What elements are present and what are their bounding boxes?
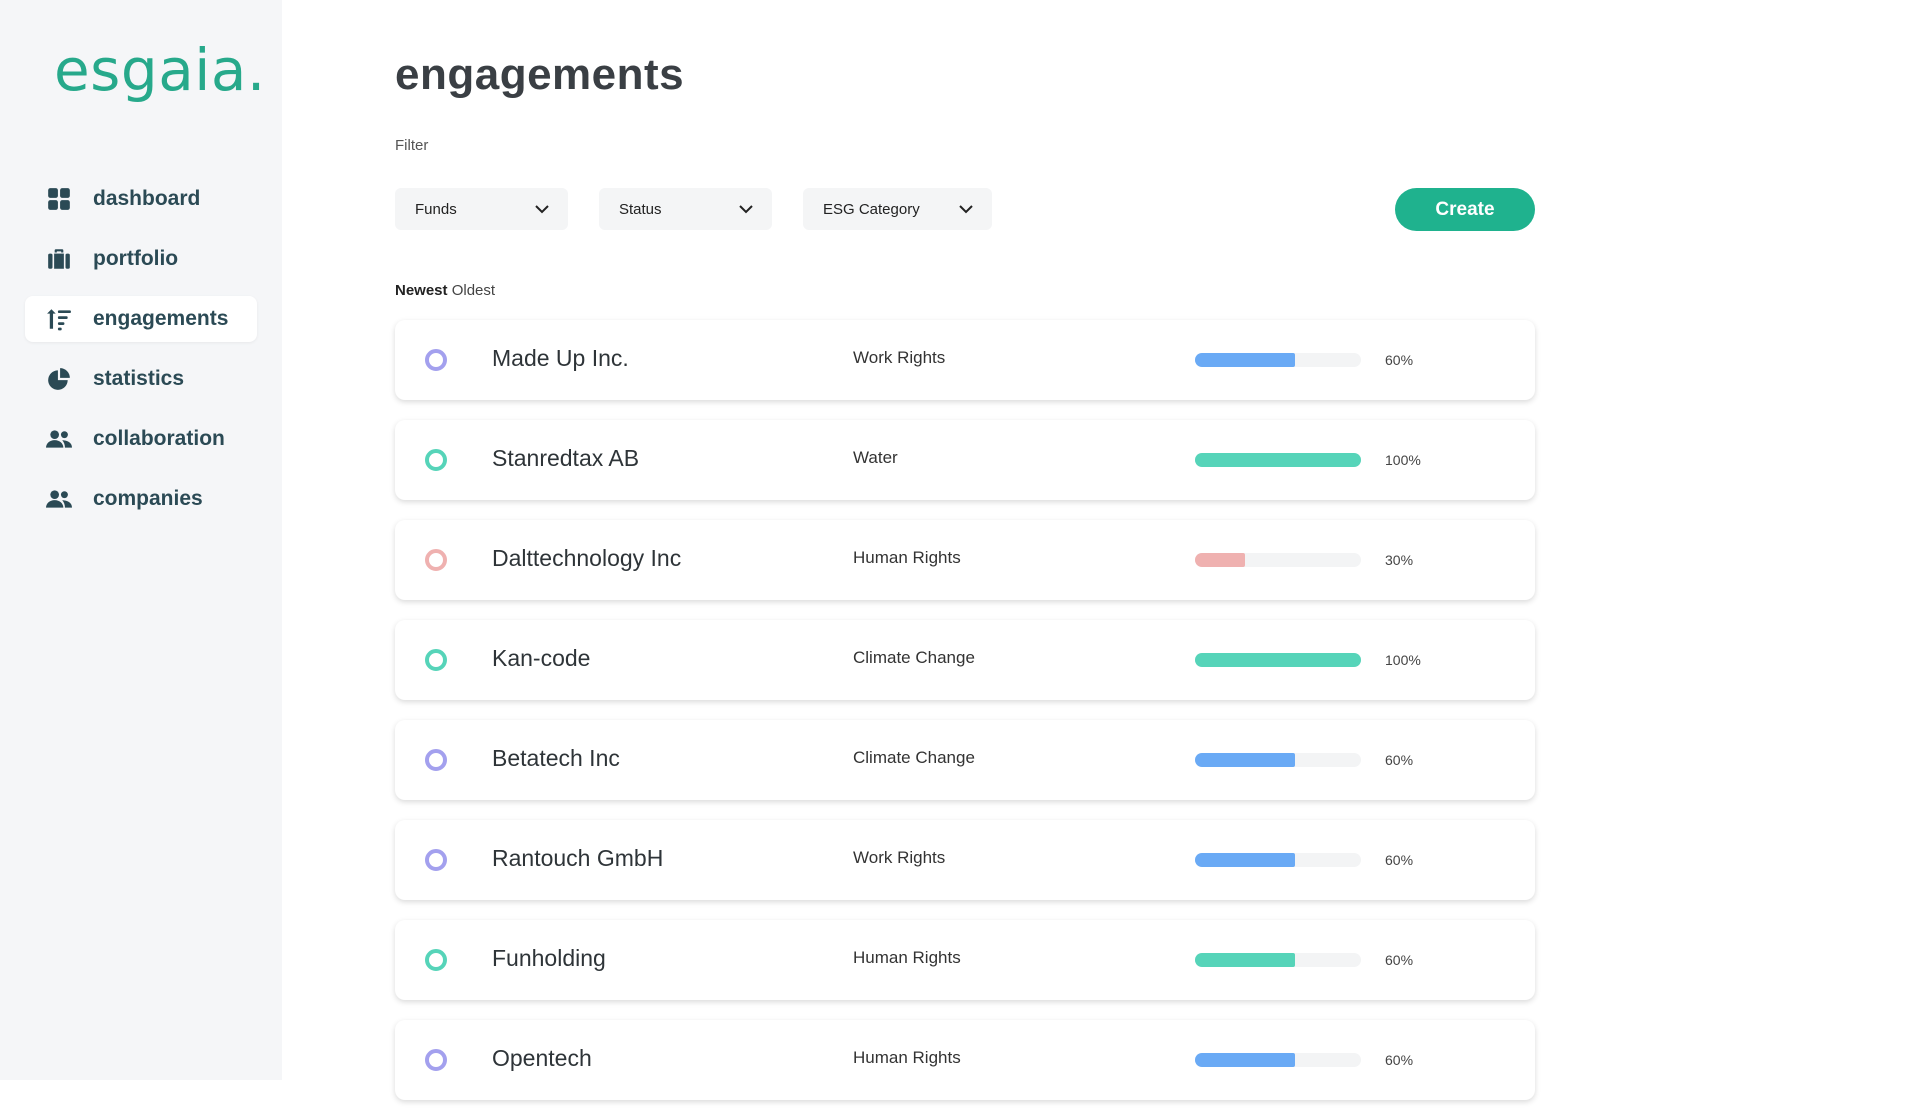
esg-category: Work Rights (853, 848, 946, 867)
sidebar-item-collaboration[interactable]: collaboration (25, 416, 257, 462)
progress-bar-fill (1195, 553, 1245, 567)
progress-percent: 100% (1385, 452, 1421, 468)
esg-category: Human Rights (853, 1048, 961, 1067)
company-name: Opentech (492, 1045, 592, 1071)
esg-category: Climate Change (853, 748, 975, 767)
sidebar-item-label: dashboard (93, 187, 201, 210)
engagement-row[interactable]: Betatech Inc Climate Change 60% (395, 720, 1535, 800)
engagement-row[interactable]: Made Up Inc. Work Rights 60% (395, 320, 1535, 400)
company-name: Made Up Inc. (492, 345, 629, 371)
sidebar-item-dashboard[interactable]: dashboard (25, 176, 257, 222)
sort-newest[interactable]: Newest (395, 282, 448, 299)
sidebar-item-label: collaboration (93, 427, 225, 450)
progress-bar-fill (1195, 353, 1295, 367)
progress-percent: 60% (1385, 352, 1414, 368)
status-ring-icon (425, 849, 447, 871)
pie-chart-icon (45, 365, 73, 393)
status-ring-icon (425, 449, 447, 471)
users-icon (45, 425, 73, 453)
chevron-down-icon (534, 201, 550, 217)
chevron-down-icon (958, 201, 974, 217)
progress-bar-fill (1195, 953, 1295, 967)
briefcase-icon (45, 245, 73, 273)
sidebar-item-portfolio[interactable]: portfolio (25, 236, 257, 282)
progress-bar (1195, 653, 1361, 667)
progress-bar-fill (1195, 1053, 1295, 1067)
progress-bar (1195, 953, 1361, 967)
create-button[interactable]: Create (1395, 188, 1535, 231)
sidebar-item-statistics[interactable]: statistics (25, 356, 257, 402)
status-ring-icon (425, 1049, 447, 1071)
sidebar-item-engagements[interactable]: engagements (25, 296, 257, 342)
filter-label: Filter (395, 137, 429, 154)
engagement-row[interactable]: Opentech Human Rights 60% (395, 1020, 1535, 1100)
company-name: Dalttechnology Inc (492, 545, 682, 571)
company-name: Kan-code (492, 645, 591, 671)
progress-bar-fill (1195, 753, 1295, 767)
company-name: Stanredtax AB (492, 445, 640, 471)
status-ring-icon (425, 349, 447, 371)
progress-bar (1195, 553, 1361, 567)
status-ring-icon (425, 749, 447, 771)
progress-bar-fill (1195, 453, 1361, 467)
progress-percent: 60% (1385, 952, 1414, 968)
page-title: engagements (395, 50, 685, 99)
sidebar-nav: dashboard portfolio engagements statisti… (25, 176, 257, 536)
sidebar: esgaia. dashboard portfolio engagements … (0, 0, 282, 1080)
esg-category: Human Rights (853, 548, 961, 567)
users-icon (45, 485, 73, 513)
company-name: Betatech Inc (492, 745, 620, 771)
sort-toggle: Newest Oldest (395, 282, 495, 299)
status-ring-icon (425, 949, 447, 971)
esg-category-dropdown-label: ESG Category (823, 200, 920, 218)
esgaia-logo[interactable]: esgaia. (54, 36, 266, 104)
progress-percent: 60% (1385, 752, 1414, 768)
company-name: Funholding (492, 945, 606, 971)
progress-percent: 100% (1385, 652, 1421, 668)
progress-percent: 60% (1385, 852, 1414, 868)
sort-oldest[interactable]: Oldest (451, 282, 496, 299)
sidebar-item-label: engagements (93, 307, 229, 330)
esg-category: Work Rights (853, 348, 946, 367)
filter-bar: Funds Status ESG Category (395, 188, 1023, 230)
sort-icon (45, 305, 73, 333)
progress-bar (1195, 753, 1361, 767)
engagement-row[interactable]: Kan-code Climate Change 100% (395, 620, 1535, 700)
progress-bar-fill (1195, 853, 1295, 867)
funds-dropdown[interactable]: Funds (395, 188, 568, 230)
progress-bar (1195, 853, 1361, 867)
engagement-row[interactable]: Stanredtax AB Water 100% (395, 420, 1535, 500)
funds-dropdown-label: Funds (415, 200, 457, 218)
engagement-list: Made Up Inc. Work Rights 60% Stanredtax AB W… (395, 320, 1535, 1120)
status-dropdown[interactable]: Status (599, 188, 772, 230)
engagement-row[interactable]: Funholding Human Rights 60% (395, 920, 1535, 1000)
sidebar-item-label: portfolio (93, 247, 179, 270)
engagement-row[interactable]: Dalttechnology Inc Human Rights 30% (395, 520, 1535, 600)
status-dropdown-label: Status (619, 200, 662, 218)
grid-icon (45, 185, 73, 213)
progress-bar-fill (1195, 653, 1361, 667)
sidebar-item-companies[interactable]: companies (25, 476, 257, 522)
esg-category: Human Rights (853, 948, 961, 967)
progress-bar (1195, 353, 1361, 367)
progress-percent: 30% (1385, 552, 1414, 568)
sidebar-item-label: statistics (93, 367, 185, 390)
progress-bar (1195, 1053, 1361, 1067)
esg-category: Climate Change (853, 648, 975, 667)
progress-bar (1195, 453, 1361, 467)
esg-category: Water (853, 448, 898, 467)
engagement-row[interactable]: Rantouch GmbH Work Rights 60% (395, 820, 1535, 900)
esg-category-dropdown[interactable]: ESG Category (803, 188, 992, 230)
company-name: Rantouch GmbH (492, 845, 664, 871)
sidebar-item-label: companies (93, 487, 203, 510)
progress-percent: 60% (1385, 1052, 1414, 1068)
status-ring-icon (425, 549, 447, 571)
chevron-down-icon (738, 201, 754, 217)
status-ring-icon (425, 649, 447, 671)
